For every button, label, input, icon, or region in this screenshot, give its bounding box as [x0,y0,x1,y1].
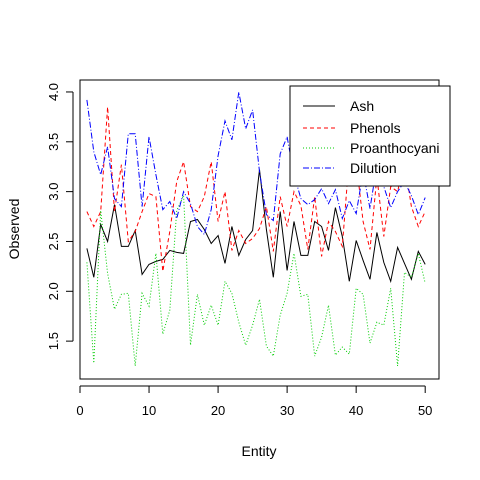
x-tick-label: 40 [349,403,363,418]
y-tick-label: 3.0 [46,183,61,201]
series-line-ash [86,169,426,284]
series-line-phenols [86,106,426,272]
legend-label-ash: Ash [350,98,374,114]
y-tick-label: 4.0 [46,83,61,101]
series-line-proanthocyanins [86,195,426,367]
x-axis: 0 10 20 30 40 50 [76,385,432,418]
legend-label-dilution: Dilution [350,160,397,176]
x-tick-label: 10 [142,403,156,418]
y-axis: 1.5 2.0 2.5 3.0 3.5 4.0 [46,83,74,350]
series-layer [86,91,426,367]
series-line-dilution [86,91,426,236]
legend: Ash Phenols Proanthocyanins Dilution [289,85,454,187]
x-tick-label: 30 [280,403,294,418]
y-tick-label: 3.5 [46,133,61,151]
y-tick-label: 1.5 [46,332,61,350]
legend-box [289,85,451,187]
plot-frame [79,79,440,380]
y-tick-label: 2.0 [46,282,61,300]
legend-label-phenols: Phenols [350,120,401,136]
x-tick-label: 50 [418,403,432,418]
y-tick-label: 2.5 [46,232,61,250]
x-tick-label: 20 [211,403,225,418]
legend-label-proanthocyanins: Proanthocyanins [350,140,454,156]
x-tick-label: 0 [76,403,83,418]
y-axis-title: Observed [6,199,22,260]
x-axis-title: Entity [241,443,276,459]
